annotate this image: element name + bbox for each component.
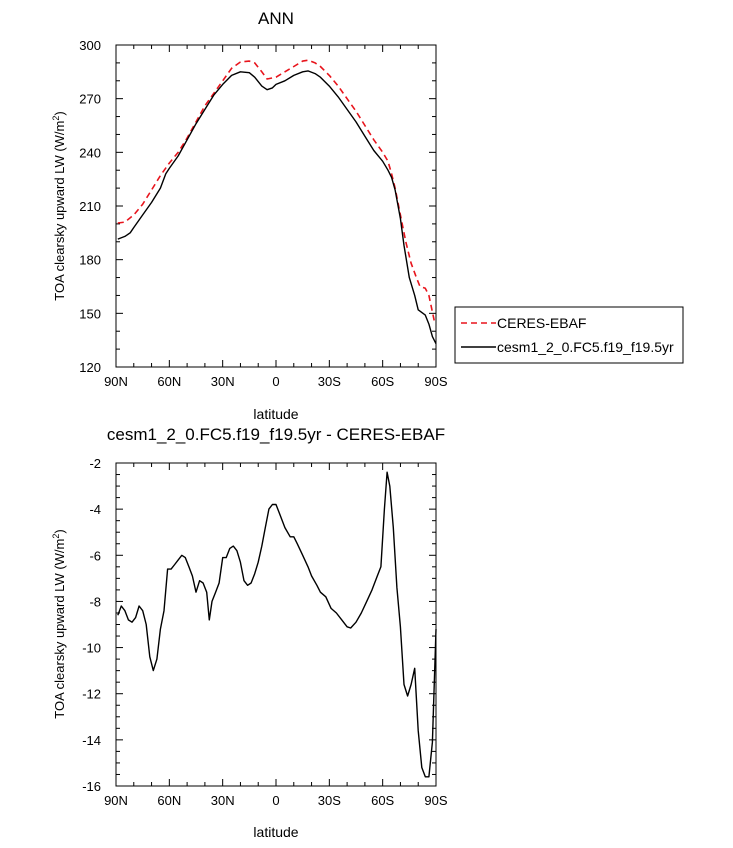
climatology-y-tick-label: 270 (79, 92, 101, 107)
climatology-y-tick-label: 120 (79, 360, 101, 375)
difference-y-tick-label: -12 (82, 687, 101, 702)
difference-y-tick-label: -2 (89, 456, 101, 471)
difference-x-tick-label: 90S (424, 793, 447, 808)
climatology-x-axis-label: latitude (253, 406, 298, 422)
difference-y-tick-label: -4 (89, 502, 101, 517)
difference-y-label-close: ) (52, 529, 67, 533)
climatology-x-tick-label: 30S (318, 374, 341, 389)
difference-series (117, 471, 437, 778)
climatology-x-tick-label: 90N (104, 374, 128, 389)
legend-label-cesm: cesm1_2_0.FC5.f19_f19.5yr (497, 339, 674, 355)
difference-axes: 90N 60N 30N 0 30S 60S 90S -16 -14 -12 -10 -8 -6 -4 -2 (82, 456, 448, 808)
climatology-y-tick-label: 210 (79, 199, 101, 214)
climatology-x-tick-label: 60S (371, 374, 394, 389)
difference-x-tick-label: 30S (318, 793, 341, 808)
climatology-axes: 90N 60N 30N 0 30S 60S 90S 120 150 180 210 240 270 300 (79, 38, 448, 389)
difference-y-tick-label: -10 (82, 641, 101, 656)
difference-y-label-sup: 2 (51, 534, 61, 539)
difference-x-tick-label: 90N (104, 793, 128, 808)
climatology-y-label-close: ) (52, 111, 67, 115)
difference-panel: cesm1_2_0.FC5.f19_f19.5yr - CERES-EBAF 9… (51, 425, 448, 840)
climatology-y-tick-label: 180 (79, 253, 101, 268)
difference-y-tick-label: -6 (89, 548, 101, 563)
difference-y-tick-label: -14 (82, 733, 101, 748)
climatology-y-tick-label: 150 (79, 306, 101, 321)
climatology-title: ANN (258, 9, 294, 28)
legend-label-ceres: CERES-EBAF (497, 315, 586, 331)
climatology-series-line-ceres (117, 59, 435, 321)
climatology-x-tick-label: 30N (211, 374, 235, 389)
climatology-panel: ANN 90N 60N 30N 0 30S 60S 90S 120 150 180 210 240 27… (51, 9, 448, 422)
difference-plot-frame (115, 462, 437, 787)
difference-x-axis-label: latitude (253, 824, 298, 840)
climatology-y-label-sup: 2 (51, 116, 61, 121)
difference-x-tick-label: 30N (211, 793, 235, 808)
legend: CERES-EBAF cesm1_2_0.FC5.f19_f19.5yr (454, 306, 684, 364)
climatology-x-tick-label: 90S (424, 374, 447, 389)
legend-box (454, 306, 684, 364)
climatology-y-tick-label: 240 (79, 145, 101, 160)
climatology-series-line-cesm (117, 70, 437, 345)
difference-title: cesm1_2_0.FC5.f19_f19.5yr - CERES-EBAF (107, 425, 445, 444)
climatology-x-tick-label: 0 (272, 374, 279, 389)
difference-x-tick-label: 60S (371, 793, 394, 808)
climatology-plot-frame (115, 44, 437, 368)
difference-y-tick-label: -16 (82, 779, 101, 794)
difference-y-tick-label: -8 (89, 594, 101, 609)
climatology-x-tick-label: 60N (157, 374, 181, 389)
difference-y-axis-label: TOA clearsky upward LW (W/m2) (51, 529, 67, 718)
difference-y-label-main: TOA clearsky upward LW (W/m (52, 539, 67, 719)
difference-series-line-difference (117, 471, 437, 778)
climatology-y-label-main: TOA clearsky upward LW (W/m (52, 121, 67, 301)
climatology-y-axis-label: TOA clearsky upward LW (W/m2) (51, 111, 67, 300)
climatology-y-tick-label: 300 (79, 38, 101, 53)
difference-x-tick-label: 0 (272, 793, 279, 808)
difference-x-tick-label: 60N (157, 793, 181, 808)
climatology-series (117, 59, 437, 345)
